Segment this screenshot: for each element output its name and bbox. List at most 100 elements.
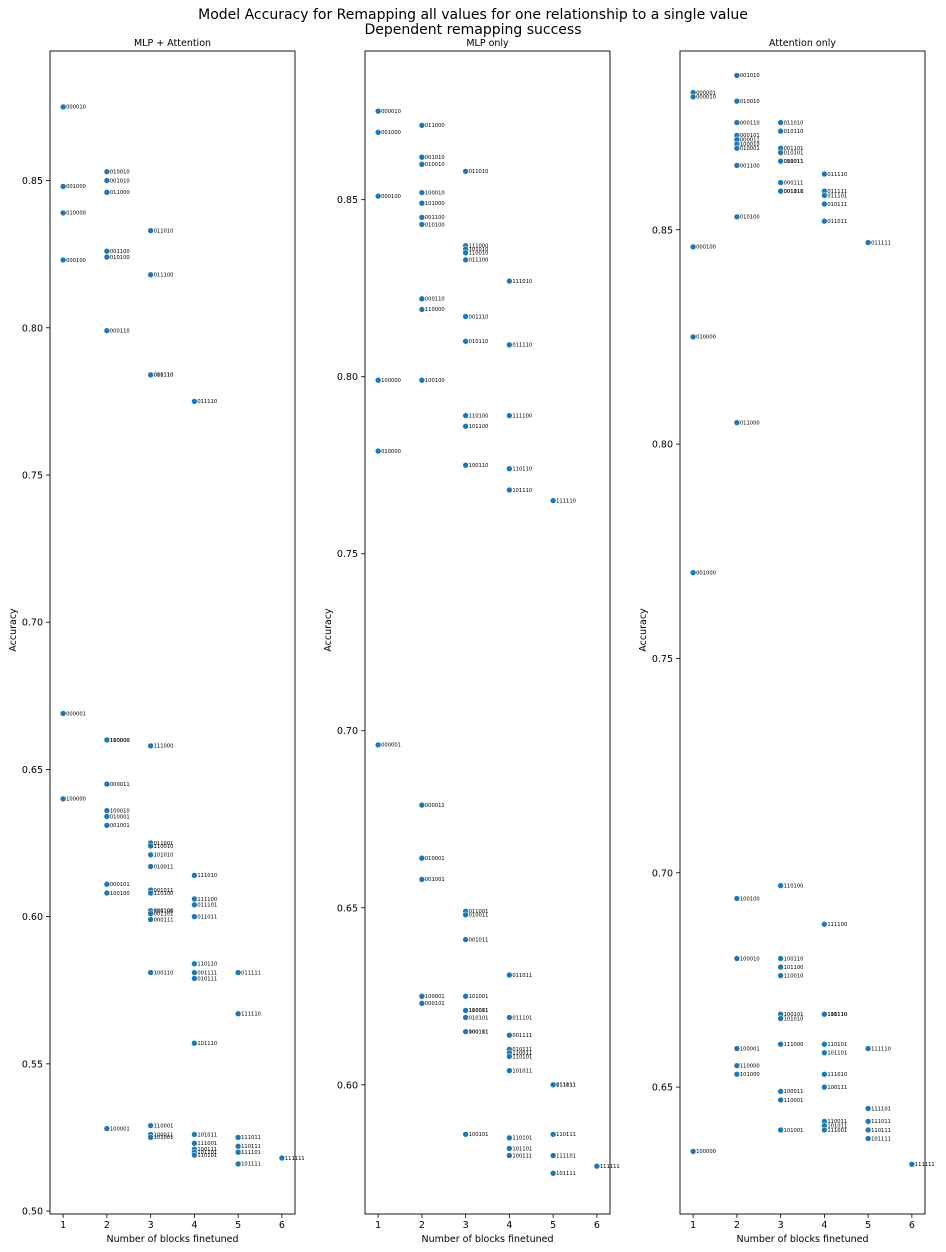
data-point: [864, 1118, 872, 1125]
data-point: [549, 1170, 557, 1177]
data-point: [191, 1040, 198, 1047]
data-point: [821, 170, 828, 178]
data-point: [777, 955, 784, 962]
data-point-label: 000011: [110, 782, 130, 788]
data-point: [733, 1045, 741, 1052]
data-point-label: 001010: [740, 73, 760, 79]
data-point: [506, 465, 513, 472]
data-point-label: 101010: [154, 853, 174, 859]
data-point: [374, 129, 382, 136]
data-point-label: 101110: [827, 1012, 847, 1018]
data-point: [864, 1105, 872, 1112]
data-point-label: 101000: [740, 1072, 760, 1078]
x-tick-label: 3: [778, 1220, 784, 1231]
x-tick-label: 6: [279, 1220, 285, 1231]
data-point-label: 100111: [512, 1153, 532, 1159]
data-point-label: 110101: [827, 1042, 847, 1048]
data-point: [147, 1134, 154, 1141]
data-point-label: 011011: [197, 914, 217, 920]
y-tick-label: 0.65: [652, 1083, 673, 1094]
data-point: [689, 93, 697, 101]
y-tick-label: 0.65: [22, 765, 43, 776]
data-point-label: 101101: [197, 1150, 217, 1156]
data-point: [374, 108, 382, 115]
data-point: [506, 1145, 513, 1152]
data-point-label: 011001: [469, 909, 489, 915]
x-tick-label: 2: [104, 1220, 110, 1231]
data-point: [103, 813, 111, 820]
data-point: [462, 936, 469, 943]
data-point-label: 001110: [154, 373, 174, 379]
data-point: [462, 1131, 469, 1138]
data-point-label: 001100: [425, 215, 445, 221]
data-point: [777, 972, 784, 979]
data-point-label: 000101: [110, 882, 130, 888]
data-point: [59, 795, 67, 803]
data-point-label: 110101: [512, 1054, 532, 1060]
data-point-label: 100010: [425, 190, 445, 196]
data-point-label: 110100: [784, 883, 804, 889]
data-point-label: 110110: [827, 1012, 847, 1018]
data-point: [103, 1125, 111, 1132]
data-point-label: 110001: [784, 1098, 804, 1104]
data-point: [462, 1014, 469, 1021]
data-point-label: 111101: [871, 1106, 891, 1112]
plot-frame: [49, 50, 296, 1215]
data-point-label: 010001: [110, 814, 130, 820]
data-point: [549, 1152, 557, 1159]
data-point-label: 111010: [512, 279, 532, 285]
data-point: [103, 168, 111, 175]
data-point-label: 100000: [66, 797, 86, 803]
data-point-label: 000001: [696, 90, 716, 96]
data-point: [191, 901, 198, 908]
data-point-label: 100000: [381, 378, 401, 384]
panel-mlp-only: MLP only Number of blocks finetuned Accu…: [323, 38, 620, 1245]
data-point-label: 011111: [871, 240, 891, 246]
x-axis-label: Number of blocks finetuned: [106, 1234, 238, 1245]
data-point-label: 111110: [871, 1046, 891, 1052]
data-point-label: 000111: [784, 180, 804, 186]
data-point: [103, 780, 111, 788]
data-point-label: 101100: [784, 965, 804, 971]
data-point: [103, 327, 111, 334]
data-point-label: 110110: [512, 467, 532, 473]
x-tick-label: 1: [60, 1220, 66, 1231]
data-point: [374, 447, 382, 455]
data-point-label: 011010: [154, 228, 174, 234]
data-point-label: 000010: [381, 109, 401, 115]
data-point-label: 100001: [740, 1046, 760, 1052]
data-point: [462, 168, 469, 175]
data-point-label: 101011: [512, 1068, 532, 1074]
data-point: [418, 200, 426, 207]
y-tick-label: 0.75: [337, 549, 358, 560]
data-point: [191, 975, 198, 982]
data-point: [821, 1071, 828, 1078]
data-point-label: 000001: [381, 743, 401, 749]
data-point-label: 001011: [784, 159, 804, 165]
data-point: [234, 1149, 242, 1156]
data-point-label: 111011: [556, 1083, 576, 1089]
data-point-label: 111100: [197, 897, 217, 903]
data-point-label: 110100: [154, 891, 174, 897]
panel-title: MLP only: [466, 38, 509, 49]
data-point: [462, 1007, 469, 1014]
data-point: [777, 963, 784, 971]
x-tick-label: 2: [734, 1220, 740, 1231]
data-point-label: 001000: [66, 184, 86, 190]
data-point: [418, 161, 426, 168]
panel-attention-only: Attention only Number of blocks finetune…: [638, 38, 935, 1245]
data-point-label: 101110: [512, 488, 532, 494]
data-point: [418, 154, 426, 161]
data-point-label: 010111: [827, 202, 847, 208]
data-point: [593, 1163, 601, 1170]
data-point-label: 110011: [512, 1051, 532, 1057]
data-point-label: 000001: [66, 711, 86, 717]
data-point-label: 101111: [241, 1162, 261, 1168]
y-tick-label: 0.75: [22, 470, 43, 481]
figure-title-line1: Model Accuracy for Remapping all values …: [198, 7, 748, 23]
data-point-label: 011111: [827, 189, 847, 195]
data-point-label: 110100: [469, 413, 489, 419]
data-point-label: 110111: [556, 1132, 576, 1138]
data-point: [506, 412, 513, 419]
